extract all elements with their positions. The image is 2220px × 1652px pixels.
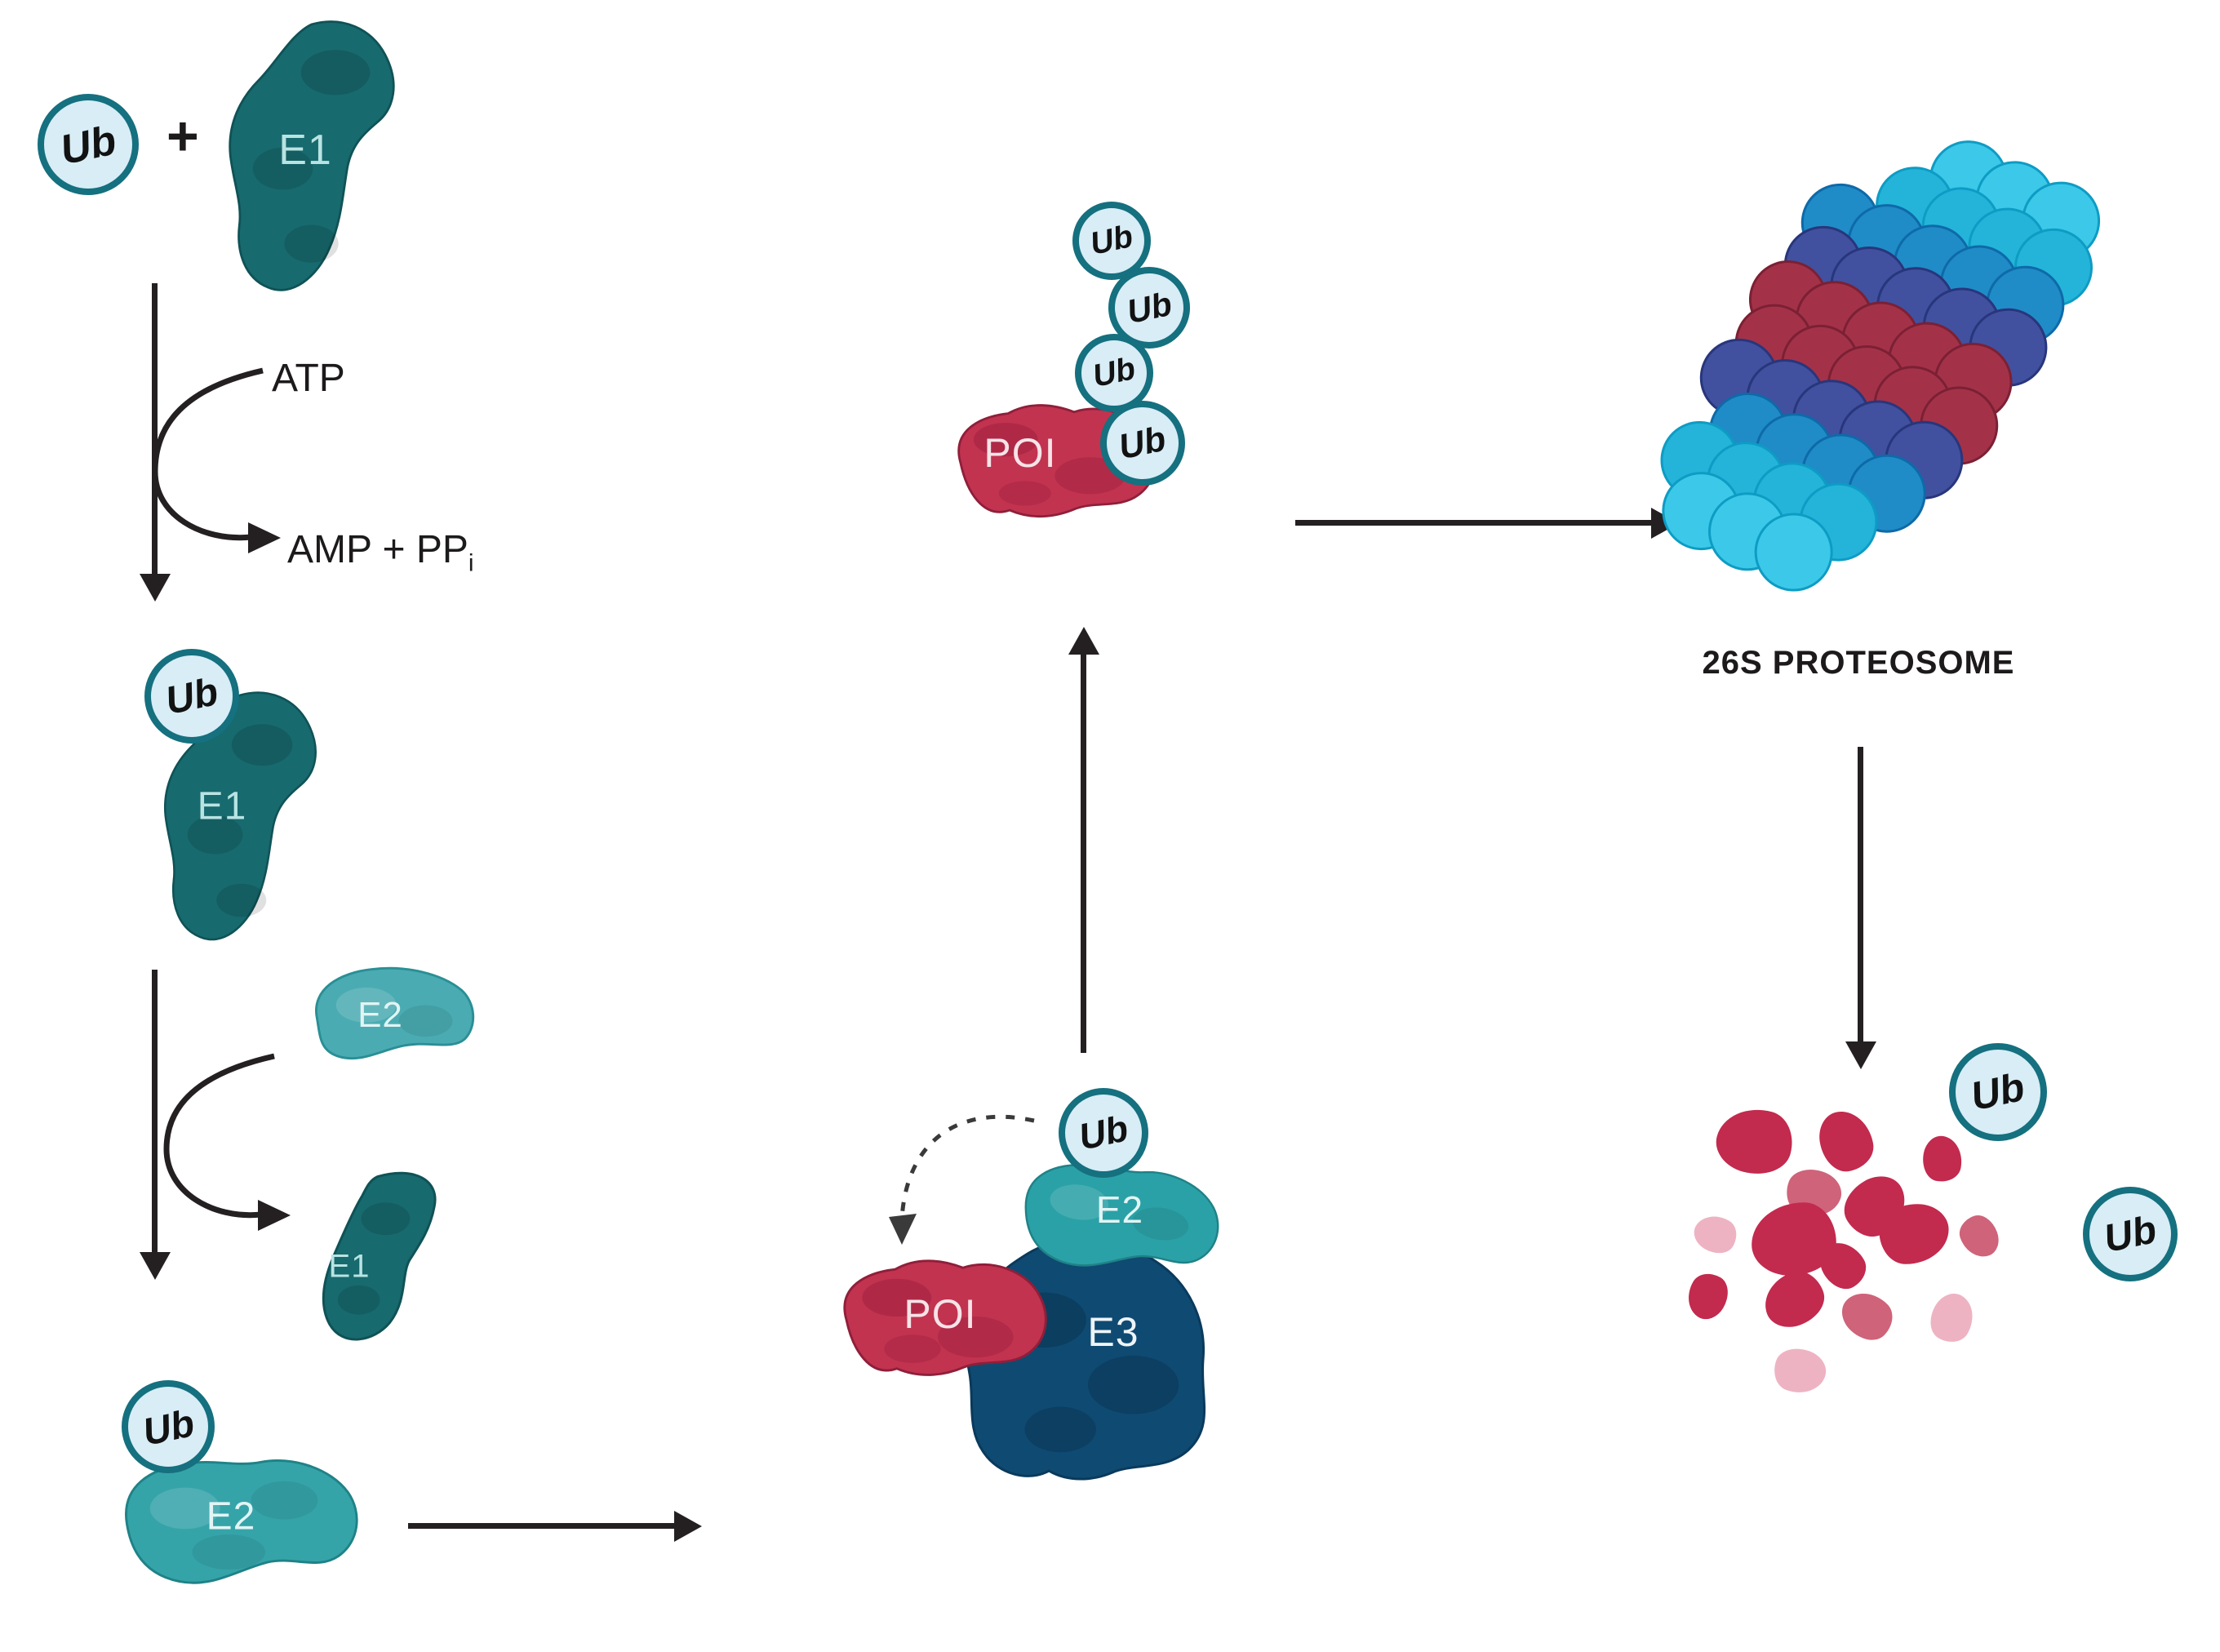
arrow-e1-e2-transfer-head	[140, 1252, 171, 1280]
ub-badge-label: Ub	[1086, 219, 1136, 262]
ub-recycled-badge-2: Ub	[2083, 1187, 2178, 1281]
plus-sign: +	[166, 105, 199, 167]
ub-free-badge: Ub	[38, 94, 139, 195]
arrow-proteasome-to-fragments	[1858, 747, 1863, 1045]
atp-curve-arrow	[152, 367, 281, 553]
ub-badge-label: Ub	[1075, 1107, 1132, 1158]
e1-ub-blob	[163, 691, 317, 941]
peptide-fragment	[1833, 1281, 1902, 1350]
e1-free-blob	[229, 20, 395, 291]
arrow-e2-to-e3-complex-head	[674, 1511, 702, 1542]
ub-on-complex-badge: Ub	[1059, 1088, 1148, 1178]
atp-label: ATP	[272, 357, 345, 400]
ub-chain-badge-2: Ub	[1108, 267, 1190, 349]
26s-proteasome	[1623, 78, 2113, 668]
ub-on-e2-badge: Ub	[122, 1380, 215, 1473]
peptide-fragment	[1919, 1133, 1966, 1185]
e2-complex-label: E2	[1095, 1188, 1144, 1231]
ub-chain-badge-1: Ub	[1072, 202, 1151, 280]
peptide-fragment	[1709, 1099, 1800, 1183]
pp-subscript: i	[468, 549, 474, 577]
ub-badge-label: Ub	[1115, 419, 1170, 467]
ub-badge-label: Ub	[1123, 284, 1175, 331]
e2-free-label: E2	[357, 995, 403, 1035]
e1-free-label: E1	[278, 127, 332, 174]
poi-complex-label: POI	[904, 1291, 977, 1337]
peptide-fragment	[1688, 1207, 1743, 1261]
ub-badge-label: Ub	[162, 669, 222, 723]
poi-complex-blob	[843, 1259, 1047, 1376]
peptide-fragment	[1679, 1266, 1736, 1326]
e3-label: E3	[1087, 1309, 1139, 1355]
ub-transfer-dashed-arrow	[889, 1114, 1035, 1245]
e2-complex-blob	[1024, 1163, 1219, 1267]
proteasome-label: 26S PROTEOSOME	[1702, 645, 2015, 681]
poi-polyub-label: POI	[983, 430, 1057, 476]
peptide-fragment	[1922, 1286, 1982, 1350]
peptide-fragment	[1955, 1210, 2004, 1263]
e2-ub-label: E2	[206, 1494, 256, 1539]
arrow-ub-e1-activation-head	[140, 574, 171, 602]
arrow-complex-to-polyub	[1081, 651, 1086, 1053]
peptide-fragment	[1768, 1341, 1832, 1401]
ub-badge-label: Ub	[138, 1400, 198, 1454]
ub-badge-label: Ub	[1089, 351, 1139, 394]
arrow-e1-e2-transfer	[152, 970, 158, 1255]
peptide-fragment	[1756, 1264, 1832, 1334]
amp-ppi-label: AMP + PPi	[287, 527, 474, 578]
arrow-proteasome-to-fragments-head	[1845, 1041, 1876, 1069]
arrow-e2-to-e3-complex	[408, 1523, 677, 1529]
ub-badge-label: Ub	[1967, 1064, 2029, 1120]
ub-chain-badge-3: Ub	[1075, 334, 1153, 412]
ub-chain-badge-4: Ub	[1100, 401, 1185, 486]
e2-ub-blob	[125, 1459, 358, 1584]
e1-ub-label: E1	[197, 784, 247, 828]
peptide-fragment	[1815, 1107, 1877, 1175]
ub-recycled-badge-1: Ub	[1949, 1043, 2047, 1141]
arrow-polyub-to-proteasome	[1295, 520, 1654, 526]
e1-released-blob	[322, 1171, 437, 1341]
amp-pp-text: AMP + PP	[287, 528, 468, 571]
e2-exchange-curve-arrow	[163, 1053, 291, 1231]
ub-badge-label: Ub	[2100, 1207, 2160, 1261]
peptide-fragment	[1879, 1204, 1949, 1264]
arrow-complex-to-polyub-head	[1068, 627, 1099, 655]
ub-on-e1-badge: Ub	[144, 649, 239, 744]
arrow-ub-e1-activation	[152, 283, 158, 577]
e2-free-blob	[314, 966, 475, 1060]
ub-badge-label: Ub	[56, 116, 121, 173]
e1-released-label: E1	[328, 1248, 371, 1285]
